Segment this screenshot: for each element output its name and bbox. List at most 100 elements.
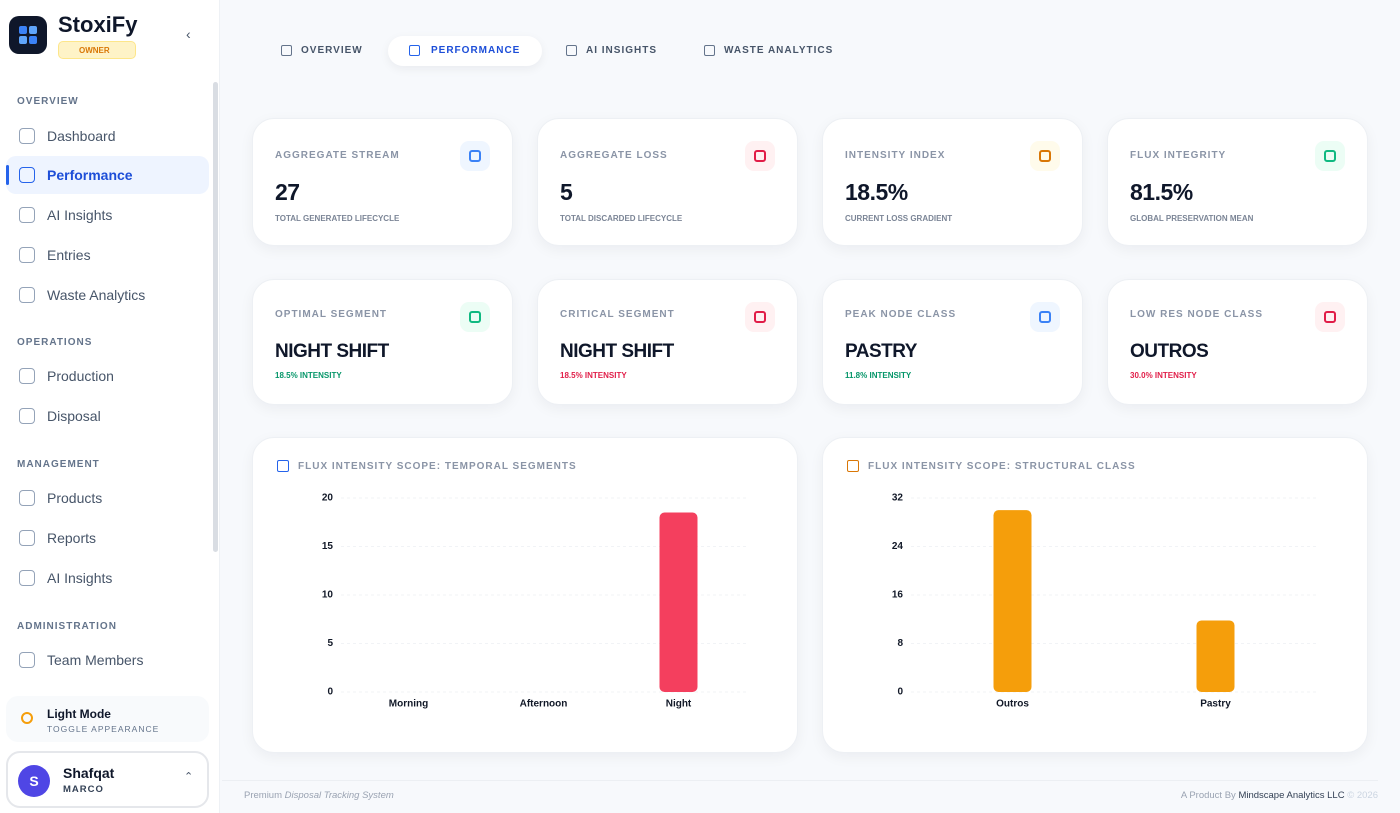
highlight-card: PEAK NODE CLASS PASTRY 11.8% INTENSITY bbox=[822, 279, 1083, 405]
icon-glyph bbox=[469, 311, 481, 323]
tab-label: WASTE ANALYTICS bbox=[724, 45, 834, 56]
divider bbox=[222, 780, 1378, 781]
nav-item[interactable]: AI Insights bbox=[47, 207, 113, 223]
nav-section: OPERATIONS bbox=[17, 337, 93, 348]
footer-right: A Product By Mindscape Analytics LLC © 2… bbox=[1181, 790, 1378, 801]
highlight-note: 11.8% INTENSITY bbox=[845, 371, 912, 380]
icon-glyph bbox=[1324, 150, 1336, 162]
brand-name: StoxiFy bbox=[58, 12, 138, 37]
highlight-note: 18.5% INTENSITY bbox=[560, 371, 627, 380]
nav-icon bbox=[19, 490, 35, 506]
tab-icon bbox=[281, 45, 292, 56]
highlight-icon bbox=[1030, 302, 1060, 332]
highlight-label: OPTIMAL SEGMENT bbox=[275, 309, 388, 320]
nav-icon bbox=[19, 247, 35, 263]
highlight-card: CRITICAL SEGMENT NIGHT SHIFT 18.5% INTENSI… bbox=[537, 279, 798, 405]
nav-item[interactable]: Entries bbox=[47, 247, 91, 263]
highlight-value: OUTROS bbox=[1130, 341, 1209, 362]
tab[interactable]: WASTE ANALYTICS bbox=[704, 36, 855, 66]
nav-item[interactable]: Production bbox=[47, 368, 114, 384]
stat-value: 81.5% bbox=[1130, 179, 1193, 205]
icon-glyph bbox=[469, 150, 481, 162]
tab-icon bbox=[566, 45, 577, 56]
nav-icon bbox=[19, 570, 35, 586]
tab-label: PERFORMANCE bbox=[431, 45, 521, 56]
user-org: MARCO bbox=[63, 784, 104, 795]
highlight-label: CRITICAL SEGMENT bbox=[560, 309, 675, 320]
chart-icon bbox=[277, 460, 289, 472]
user-menu[interactable]: S Shafqat MARCO ⌃ bbox=[6, 751, 209, 808]
stat-caption: CURRENT LOSS GRADIENT bbox=[845, 214, 953, 223]
footer-product: Disposal Tracking System bbox=[284, 790, 394, 801]
nav-section: MANAGEMENT bbox=[17, 459, 100, 470]
stat-label: AGGREGATE STREAM bbox=[275, 150, 400, 161]
stat-card: AGGREGATE STREAM 27 TOTAL GENERATED LIFECY… bbox=[252, 118, 513, 246]
stat-value: 5 bbox=[560, 179, 573, 205]
nav-active-bar bbox=[6, 165, 9, 185]
stat-card: FLUX INTEGRITY 81.5% GLOBAL PRESERVATION M… bbox=[1107, 118, 1368, 246]
highlight-icon bbox=[1315, 302, 1345, 332]
highlight-value: PASTRY bbox=[845, 341, 917, 362]
collapse-button[interactable]: ‹ bbox=[186, 26, 191, 42]
tab-icon bbox=[704, 45, 715, 56]
stat-icon bbox=[745, 141, 775, 171]
nav-item[interactable]: Performance bbox=[47, 167, 133, 183]
nav-section: OVERVIEW bbox=[17, 96, 79, 107]
nav-item[interactable]: Reports bbox=[47, 530, 97, 546]
highlight-icon bbox=[745, 302, 775, 332]
nav-icon bbox=[19, 368, 35, 384]
stat-label: AGGREGATE LOSS bbox=[560, 150, 668, 161]
logo bbox=[9, 16, 47, 54]
highlight-value: NIGHT SHIFT bbox=[560, 341, 674, 362]
nav-section: ADMINISTRATION bbox=[17, 621, 117, 632]
highlight-card: LOW RES NODE CLASS OUTROS 30.0% INTENSITY bbox=[1107, 279, 1368, 405]
icon-glyph bbox=[1324, 311, 1336, 323]
tab-label: AI INSIGHTS bbox=[586, 45, 658, 56]
icon-glyph bbox=[754, 311, 766, 323]
avatar: S bbox=[18, 765, 50, 797]
tab[interactable]: AI INSIGHTS bbox=[566, 36, 679, 66]
sidebar: StoxiFy OWNER ‹ Light Mode TOGGLE APPEAR… bbox=[0, 0, 220, 813]
stat-caption: TOTAL DISCARDED LIFECYCLE bbox=[560, 214, 683, 223]
nav-item[interactable]: Disposal bbox=[47, 408, 101, 424]
nav-item[interactable]: Dashboard bbox=[47, 128, 116, 144]
stat-label: INTENSITY INDEX bbox=[845, 150, 946, 161]
chart-title: FLUX INTENSITY SCOPE: TEMPORAL SEGMENTS bbox=[298, 461, 577, 472]
stat-caption: GLOBAL PRESERVATION MEAN bbox=[1130, 214, 1254, 223]
nav-item[interactable]: Waste Analytics bbox=[47, 287, 146, 303]
user-name: Shafqat bbox=[63, 765, 115, 781]
nav-icon bbox=[19, 652, 35, 668]
highlight-note: 30.0% INTENSITY bbox=[1130, 371, 1197, 380]
nav-item[interactable]: Products bbox=[47, 490, 103, 506]
highlight-icon bbox=[460, 302, 490, 332]
icon-glyph bbox=[1039, 150, 1051, 162]
tab[interactable]: PERFORMANCE bbox=[388, 36, 543, 66]
role-badge: OWNER bbox=[58, 41, 136, 59]
stat-icon bbox=[460, 141, 490, 171]
stat-caption: TOTAL GENERATED LIFECYCLE bbox=[275, 214, 400, 223]
highlight-label: PEAK NODE CLASS bbox=[845, 309, 957, 320]
chart-card: FLUX INTENSITY SCOPE: TEMPORAL SEGMENTS bbox=[252, 437, 798, 753]
icon-glyph bbox=[1039, 311, 1051, 323]
chart-card: FLUX INTENSITY SCOPE: STRUCTURAL CLASS bbox=[822, 437, 1368, 753]
tab[interactable]: OVERVIEW bbox=[281, 36, 385, 66]
nav-item[interactable]: Team Members bbox=[47, 652, 144, 668]
nav-icon bbox=[19, 530, 35, 546]
highlight-note: 18.5% INTENSITY bbox=[275, 371, 342, 380]
highlight-label: LOW RES NODE CLASS bbox=[1130, 309, 1264, 320]
highlight-card: OPTIMAL SEGMENT NIGHT SHIFT 18.5% INTENSIT… bbox=[252, 279, 513, 405]
stat-value: 27 bbox=[275, 179, 300, 205]
nav-icon bbox=[19, 167, 35, 183]
theme-hint: TOGGLE APPEARANCE bbox=[47, 724, 160, 734]
theme-toggle[interactable]: Light Mode TOGGLE APPEARANCE bbox=[6, 696, 209, 742]
stat-label: FLUX INTEGRITY bbox=[1130, 150, 1227, 161]
footer-prefix: Premium bbox=[244, 790, 283, 801]
nav-icon bbox=[19, 128, 35, 144]
chart-title: FLUX INTENSITY SCOPE: STRUCTURAL CLASS bbox=[868, 461, 1136, 472]
stat-icon bbox=[1030, 141, 1060, 171]
nav-item[interactable]: AI Insights bbox=[47, 570, 113, 586]
footer-left: Premium Disposal Tracking System bbox=[244, 790, 394, 801]
footer-company: Mindscape Analytics LLC bbox=[1238, 790, 1345, 801]
nav-icon bbox=[19, 287, 35, 303]
